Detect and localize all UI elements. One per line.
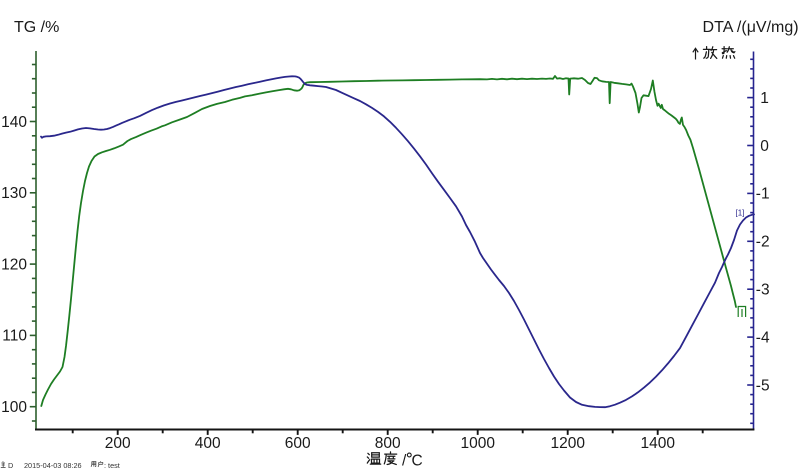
- svg-text:800: 800: [375, 435, 401, 452]
- svg-text:-3: -3: [756, 282, 770, 299]
- svg-text:600: 600: [285, 435, 311, 452]
- svg-text:[1]: [1]: [736, 209, 745, 218]
- svg-text:2015-04-03 08:26: 2015-04-03 08:26: [24, 461, 82, 470]
- svg-text:-4: -4: [756, 329, 770, 346]
- svg-text:TG /%: TG /%: [14, 19, 59, 36]
- svg-text:1000: 1000: [460, 435, 495, 452]
- svg-text:D: D: [8, 461, 13, 470]
- svg-text:1200: 1200: [550, 435, 585, 452]
- svg-text:130: 130: [1, 185, 27, 202]
- svg-text:100: 100: [1, 399, 27, 416]
- svg-text:1: 1: [760, 90, 769, 107]
- svg-text:120: 120: [1, 256, 27, 273]
- svg-text:400: 400: [195, 435, 221, 452]
- svg-text:0: 0: [760, 138, 769, 155]
- svg-text:-1: -1: [756, 186, 770, 203]
- svg-text:C: C: [412, 453, 423, 470]
- svg-text:200: 200: [105, 435, 131, 452]
- svg-text:110: 110: [2, 328, 27, 345]
- svg-text:140: 140: [1, 114, 27, 131]
- svg-text:DTA /(μV/mg): DTA /(μV/mg): [703, 19, 799, 36]
- svg-text:1400: 1400: [640, 435, 675, 452]
- svg-text:-2: -2: [756, 234, 770, 251]
- svg-text:: test: : test: [104, 461, 120, 470]
- svg-text:/: /: [402, 453, 407, 470]
- svg-text:-5: -5: [756, 377, 770, 394]
